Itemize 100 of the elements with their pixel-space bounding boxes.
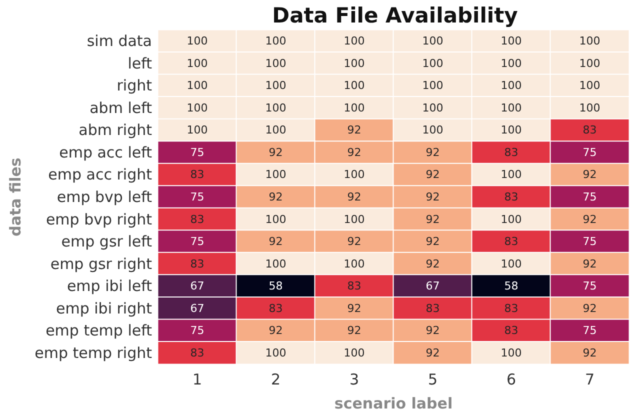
- data-label: 100: [344, 101, 365, 114]
- data-label: 100: [265, 346, 286, 360]
- chart-title: Data File Availability: [272, 4, 518, 28]
- y-tick-label: abm right: [78, 121, 152, 140]
- x-tick-label: 6: [506, 370, 516, 388]
- data-label: 83: [504, 146, 518, 159]
- data-label: 100: [500, 56, 522, 70]
- data-label: 92: [347, 190, 362, 204]
- data-label: 92: [426, 235, 440, 248]
- data-label: 100: [500, 124, 522, 137]
- y-tick-label: emp acc right: [48, 166, 152, 184]
- data-label: 75: [582, 324, 597, 338]
- data-label: 100: [579, 101, 600, 114]
- data-label: 100: [422, 56, 444, 70]
- data-label: 83: [268, 302, 283, 315]
- data-label: 92: [268, 190, 283, 204]
- data-label: 100: [344, 34, 365, 48]
- data-label: 92: [347, 124, 362, 137]
- data-label: 92: [347, 302, 362, 315]
- y-tick-label: emp gsr right: [50, 254, 152, 273]
- data-label: 100: [500, 257, 522, 270]
- data-label: 100: [186, 124, 208, 137]
- y-tick-label: emp ibi right: [56, 299, 152, 318]
- y-tick-label: right: [116, 76, 152, 95]
- data-label: 83: [190, 257, 204, 270]
- data-label: 83: [190, 212, 204, 226]
- data-label: 83: [504, 190, 518, 204]
- data-label: 100: [579, 79, 600, 92]
- data-label: 92: [582, 168, 597, 182]
- data-label: 100: [500, 34, 522, 48]
- data-label: 100: [579, 34, 600, 48]
- data-label: 100: [265, 101, 286, 114]
- data-label: 92: [426, 212, 440, 226]
- data-label: 100: [500, 79, 522, 92]
- data-label: 100: [500, 212, 522, 226]
- x-tick-label: 7: [584, 370, 595, 388]
- data-label: 100: [344, 212, 365, 226]
- data-label: 100: [500, 346, 522, 360]
- data-label: 100: [265, 124, 286, 137]
- data-label: 75: [190, 235, 204, 248]
- y-tick-label: emp temp right: [34, 344, 152, 362]
- data-label: 100: [344, 346, 365, 360]
- x-tick-label: 2: [270, 370, 281, 388]
- data-label: 58: [504, 280, 518, 293]
- y-tick-label: emp gsr left: [61, 232, 152, 251]
- data-label: 92: [426, 324, 440, 338]
- y-tick-label: emp ibi left: [66, 277, 152, 296]
- data-label: 75: [582, 190, 597, 204]
- y-axis-title: data files: [6, 158, 24, 236]
- y-tick-label: abm left: [90, 98, 152, 117]
- data-label: 100: [265, 56, 286, 70]
- data-label: 100: [579, 56, 600, 70]
- data-label: 100: [422, 101, 444, 114]
- data-label: 92: [582, 212, 597, 226]
- data-label: 92: [426, 146, 440, 159]
- data-label: 75: [582, 280, 597, 293]
- data-label: 100: [265, 168, 286, 182]
- y-tick-label: emp temp left: [46, 322, 152, 340]
- data-label: 100: [265, 212, 286, 226]
- data-label: 67: [426, 280, 440, 293]
- x-axis-title: scenario label: [334, 394, 453, 412]
- data-label: 92: [347, 324, 362, 338]
- data-label: 100: [265, 34, 286, 48]
- x-tick-label: 1: [192, 370, 202, 388]
- data-label: 100: [344, 56, 365, 70]
- data-label: 92: [347, 235, 362, 248]
- y-tick-label: emp bvp right: [46, 210, 152, 228]
- data-label: 75: [190, 324, 204, 338]
- data-label: 67: [190, 302, 204, 315]
- x-tick-label: 3: [349, 370, 360, 388]
- x-tick-label: 5: [428, 370, 438, 388]
- y-tick-label: sim data: [86, 32, 152, 50]
- data-label: 100: [265, 257, 286, 270]
- data-label: 100: [344, 257, 365, 270]
- data-label: 92: [582, 302, 597, 315]
- data-label: 67: [190, 280, 204, 293]
- data-label: 83: [504, 324, 518, 338]
- data-label: 92: [426, 168, 440, 182]
- data-label: 75: [582, 146, 597, 159]
- data-label: 92: [426, 190, 440, 204]
- data-label: 83: [190, 346, 204, 360]
- data-label: 92: [582, 257, 597, 270]
- data-label: 100: [186, 79, 208, 92]
- y-tick-label: emp acc left: [59, 143, 152, 162]
- data-label: 83: [426, 302, 440, 315]
- y-tick-label: left: [128, 54, 152, 72]
- data-label: 92: [268, 235, 283, 248]
- data-label: 83: [582, 124, 597, 137]
- data-label: 58: [268, 280, 283, 293]
- y-tick-label: emp bvp left: [56, 188, 152, 206]
- data-label: 100: [344, 79, 365, 92]
- data-label: 100: [422, 79, 444, 92]
- data-label: 75: [582, 235, 597, 248]
- data-label: 100: [500, 168, 522, 182]
- data-label: 75: [190, 190, 204, 204]
- data-label: 75: [190, 146, 204, 159]
- data-label: 92: [347, 146, 362, 159]
- data-label: 83: [504, 235, 518, 248]
- data-label: 92: [268, 146, 283, 159]
- data-label: 100: [422, 124, 444, 137]
